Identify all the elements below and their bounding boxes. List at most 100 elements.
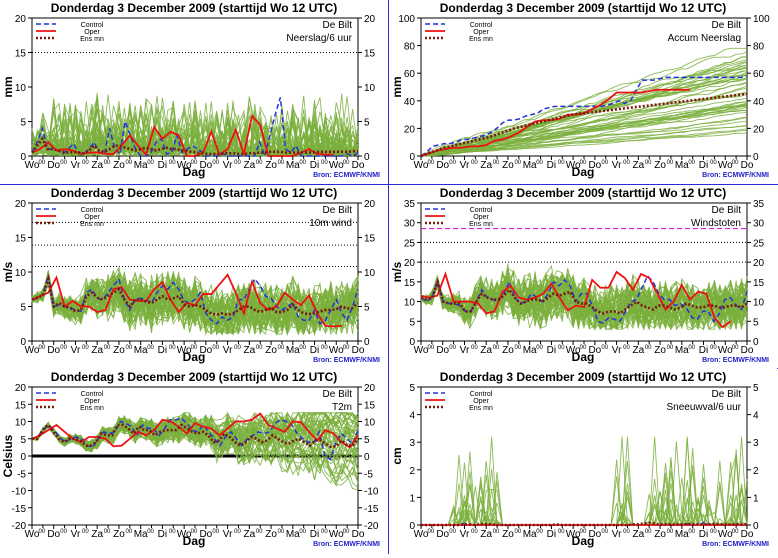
x-tick-label: Di xyxy=(310,160,319,171)
x-tick-label: Vr xyxy=(612,160,622,171)
x-tick-midday-label: 00 xyxy=(558,529,565,535)
location-label: De Bilt xyxy=(323,205,353,216)
y-tick-label: 5 xyxy=(20,435,26,446)
y-tick-label-right: 15 xyxy=(364,49,376,60)
legend-label: Oper xyxy=(473,398,489,405)
x-tick-label: Ma xyxy=(286,529,300,540)
x-axis-label: Dag xyxy=(183,350,206,364)
ensemble-member-line xyxy=(31,270,359,336)
source-label: Bron: ECMWF/KNMI xyxy=(702,541,769,548)
location-label: De Bilt xyxy=(323,389,353,400)
x-tick-midday-label: 00 xyxy=(191,529,198,535)
y-tick-label-right: 60 xyxy=(753,69,765,80)
x-tick-midday-label: 00 xyxy=(256,345,263,351)
x-tick-midday-label: 00 xyxy=(234,160,241,166)
y-axis-label: m/s xyxy=(1,261,15,282)
y-tick-label-right: -20 xyxy=(364,521,379,532)
x-tick-midday-label: 00 xyxy=(343,345,350,351)
y-tick-label-right: 5 xyxy=(364,435,370,446)
x-tick-label: Wo xyxy=(718,345,733,356)
x-tick-midday-label: 00 xyxy=(212,160,219,166)
x-tick-label: Do xyxy=(352,160,365,171)
y-tick-label: 10 xyxy=(15,418,27,429)
y-axis-label: mm xyxy=(390,76,404,97)
variable-label: Sneeuwval/6 uur xyxy=(667,402,742,413)
x-tick-midday-label: 00 xyxy=(623,345,630,351)
x-tick-midday-label: 00 xyxy=(278,529,285,535)
y-tick-label: -5 xyxy=(17,469,26,480)
x-tick-midday-label: 00 xyxy=(471,160,478,166)
location-label: De Bilt xyxy=(712,205,742,216)
y-tick-label: 10 xyxy=(15,268,27,279)
x-tick-label: Ma xyxy=(675,345,689,356)
x-tick-midday-label: 00 xyxy=(299,160,306,166)
legend-label: Control xyxy=(81,391,104,398)
y-tick-label-right: 5 xyxy=(753,383,759,394)
x-tick-label: Wo xyxy=(25,529,40,540)
y-tick-label: 20 xyxy=(15,199,27,210)
x-tick-midday-label: 00 xyxy=(278,345,285,351)
variable-label: T2m xyxy=(332,402,352,413)
x-tick-midday-label: 00 xyxy=(623,529,630,535)
y-tick-label-right: 0 xyxy=(753,521,759,532)
x-tick-label: Wo xyxy=(329,529,344,540)
legend-label: Ens mn xyxy=(80,221,104,228)
y-tick-label-right: 15 xyxy=(364,234,376,245)
x-tick-label: Do xyxy=(199,529,212,540)
y-tick-label-right: 0 xyxy=(364,337,370,348)
x-tick-label: Di xyxy=(310,345,319,356)
ensemble-member-line xyxy=(420,51,748,157)
x-tick-label: Wo xyxy=(177,160,192,171)
x-tick-midday-label: 00 xyxy=(191,160,198,166)
x-tick-label: Wo xyxy=(718,529,733,540)
x-tick-label: Do xyxy=(588,345,601,356)
series-oper xyxy=(420,270,732,329)
x-tick-label: Za xyxy=(480,160,492,171)
x-tick-midday-label: 00 xyxy=(82,345,89,351)
x-tick-midday-label: 00 xyxy=(82,529,89,535)
y-tick-label: 1 xyxy=(409,493,415,504)
x-tick-midday-label: 00 xyxy=(623,160,630,166)
x-tick-midday-label: 00 xyxy=(536,529,543,535)
x-tick-label: Vr xyxy=(71,529,81,540)
source-label: Bron: ECMWF/KNMI xyxy=(702,172,769,179)
x-tick-label: Ma xyxy=(286,345,300,356)
x-tick-midday-label: 00 xyxy=(732,345,739,351)
legend-label: Control xyxy=(81,22,104,29)
x-tick-label: Ma xyxy=(134,345,148,356)
x-tick-label: Vr xyxy=(612,529,622,540)
x-tick-midday-label: 00 xyxy=(580,160,587,166)
x-tick-label: Wo xyxy=(177,345,192,356)
x-tick-label: Do xyxy=(588,160,601,171)
x-tick-midday-label: 00 xyxy=(60,160,67,166)
y-tick-label-right: 40 xyxy=(753,97,765,108)
y-tick-label-right: 0 xyxy=(364,152,370,163)
x-axis-label: Dag xyxy=(183,534,206,548)
chart-windstoten: Donderdag 3 December 2009 (starttijd Wo … xyxy=(390,186,769,364)
y-tick-label: 10 xyxy=(15,83,27,94)
y-axis-label: Celsius xyxy=(1,434,15,477)
x-tick-midday-label: 00 xyxy=(601,529,608,535)
x-tick-midday-label: 00 xyxy=(514,345,521,351)
ensemble-member-line xyxy=(420,271,748,330)
ensemble-member-line xyxy=(31,277,359,336)
x-tick-label: Di xyxy=(310,529,319,540)
x-tick-midday-label: 00 xyxy=(580,345,587,351)
x-tick-midday-label: 00 xyxy=(558,345,565,351)
y-tick-label: 0 xyxy=(409,152,415,163)
x-tick-midday-label: 00 xyxy=(493,345,500,351)
x-tick-midday-label: 00 xyxy=(169,345,176,351)
x-tick-midday-label: 00 xyxy=(732,160,739,166)
variable-label: 10m wind xyxy=(309,218,352,229)
y-tick-label: 40 xyxy=(404,97,416,108)
x-tick-label: Za xyxy=(632,529,644,540)
x-tick-midday-label: 00 xyxy=(60,345,67,351)
y-tick-label-right: -10 xyxy=(364,487,379,498)
ensemble-member-line xyxy=(31,275,359,332)
y-tick-label: 20 xyxy=(15,383,27,394)
x-tick-label: Do xyxy=(199,160,212,171)
x-tick-label: Zo xyxy=(502,160,514,171)
x-tick-midday-label: 00 xyxy=(125,529,132,535)
y-tick-label: 20 xyxy=(404,258,416,269)
